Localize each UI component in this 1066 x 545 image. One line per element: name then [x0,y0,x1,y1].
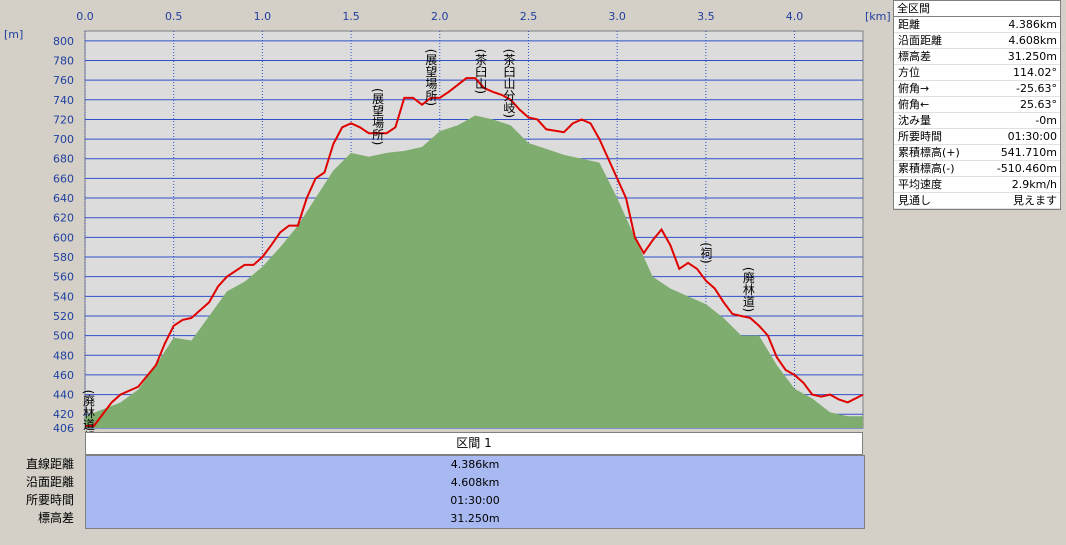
section-row-label: 所要時間 [25,493,74,507]
section-row-value: 4.386km [450,458,500,471]
y-tick-label: 720 [53,113,74,126]
x-tick-label: 3.5 [697,10,715,23]
y-tick-label: 580 [53,251,74,264]
stat-value: 見えます [1013,194,1057,207]
x-tick-label: 0.0 [76,10,94,23]
y-tick-label: 420 [53,408,74,421]
x-tick-label: 3.0 [608,10,626,23]
stat-row: 累積標高(+) 541.710m [894,145,1060,161]
y-tick-label: 800 [53,35,74,48]
stat-row: 俯角→ -25.63° [894,81,1060,97]
peak-annotation: (茶臼山) [474,49,488,94]
stat-value: 114.02° [1013,66,1057,79]
stat-value: -510.460m [996,162,1057,175]
stat-row: 所要時間 01:30:00 [894,129,1060,145]
section-row-value: 01:30:00 [450,494,500,507]
stat-label: 方位 [898,66,920,79]
section-row-value: 4.608km [450,476,500,489]
stat-row: 累積標高(-) -510.460m [894,161,1060,177]
stat-row: 俯角← 25.63° [894,97,1060,113]
stat-value: 541.710m [1000,146,1057,159]
peak-annotation: (展望場所) [371,88,385,145]
y-tick-label: 680 [53,153,74,166]
x-tick-label: 0.5 [165,10,183,23]
stat-label: 所要時間 [898,130,942,143]
stat-row: 距離 4.386km [894,17,1060,33]
elevation-chart: 0.0 0.5 1.0 1.5 2.0 2.5 3.0 3.5 4.0 800 780 760 740… [4,10,890,432]
stat-label: 俯角→ [898,82,930,95]
peak-annotation: (廃林道起点) [82,390,96,432]
stat-row: 沈み量 -0m [894,113,1060,129]
stat-label: 累積標高(+) [898,146,960,159]
section-header[interactable]: 区間 1 [85,432,863,455]
y-tick-label: 760 [53,74,74,87]
stat-label: 沈み量 [898,114,931,127]
stat-value: 4.608km [1008,34,1057,47]
peak-annotation: (展望場所) [424,49,438,106]
peak-annotation: (祠) [699,242,713,263]
y-tick-label: 600 [53,231,74,244]
y-tick-label: 700 [53,133,74,146]
x-tick-label: 1.0 [254,10,272,23]
y-tick-label: 740 [53,94,74,107]
stat-label: 累積標高(-) [898,162,955,175]
y-tick-label: 540 [53,290,74,303]
stat-label: 距離 [898,18,920,31]
section-labels: 直線距離沿面距離所要時間標高差 [0,455,80,527]
section-row-label: 沿面距離 [25,475,74,489]
y-tick-label: 520 [53,310,74,323]
x-tick-label: 1.5 [342,10,360,23]
stat-row: 平均速度 2.9km/h [894,177,1060,193]
terrain-profile-area [85,115,863,429]
stat-row: 沿面距離 4.608km [894,33,1060,49]
section-row-value: 31.250m [450,512,500,525]
y-tick-label: 480 [53,349,74,362]
stat-value: 25.63° [1020,98,1057,111]
stat-label: 沿面距離 [898,34,942,47]
x-unit-label: [km] [865,10,890,23]
x-tick-label: 4.0 [786,10,804,23]
y-tick-label: 560 [53,271,74,284]
peak-annotation: (廃林道) [741,267,755,312]
y-tick-label: 406 [53,422,74,432]
y-tick-label: 660 [53,172,74,185]
route-elevation-line [85,77,864,428]
peak-annotation: (茶臼山分岐) [502,49,516,118]
stat-label: 平均速度 [898,178,942,191]
section-row-label: 標高差 [37,511,74,525]
stat-row: 見通し 見えます [894,193,1060,209]
x-tick-label: 2.0 [431,10,449,23]
stat-label: 見通し [898,194,931,207]
y-unit-label: [m] [4,28,23,41]
section-values: 4.386km 4.608km 01:30:00 31.250m [85,455,865,529]
stat-value: -25.63° [1016,82,1057,95]
stat-label: 俯角← [898,98,930,111]
stat-value: 4.386km [1008,18,1057,31]
y-tick-label: 500 [53,330,74,343]
x-tick-label: 2.5 [520,10,538,23]
stat-label: 標高差 [898,50,931,63]
stat-row: 標高差 31.250m [894,49,1060,65]
stat-value: 31.250m [1007,50,1057,63]
stats-panel: 全区間 距離 4.386km 沿面距離 4.608km 標高差 31.250m 方位 114.… [893,0,1061,210]
y-tick-label: 780 [53,54,74,67]
y-tick-label: 440 [53,389,74,402]
stats-panel-header: 全区間 [894,1,1060,17]
y-tick-label: 460 [53,369,74,382]
stat-value: 01:30:00 [1007,130,1057,143]
stat-value: 2.9km/h [1011,178,1057,191]
stat-row: 方位 114.02° [894,65,1060,81]
y-tick-label: 640 [53,192,74,205]
stat-value: -0m [1035,114,1057,127]
y-tick-label: 620 [53,212,74,225]
section-row-label: 直線距離 [25,457,74,471]
